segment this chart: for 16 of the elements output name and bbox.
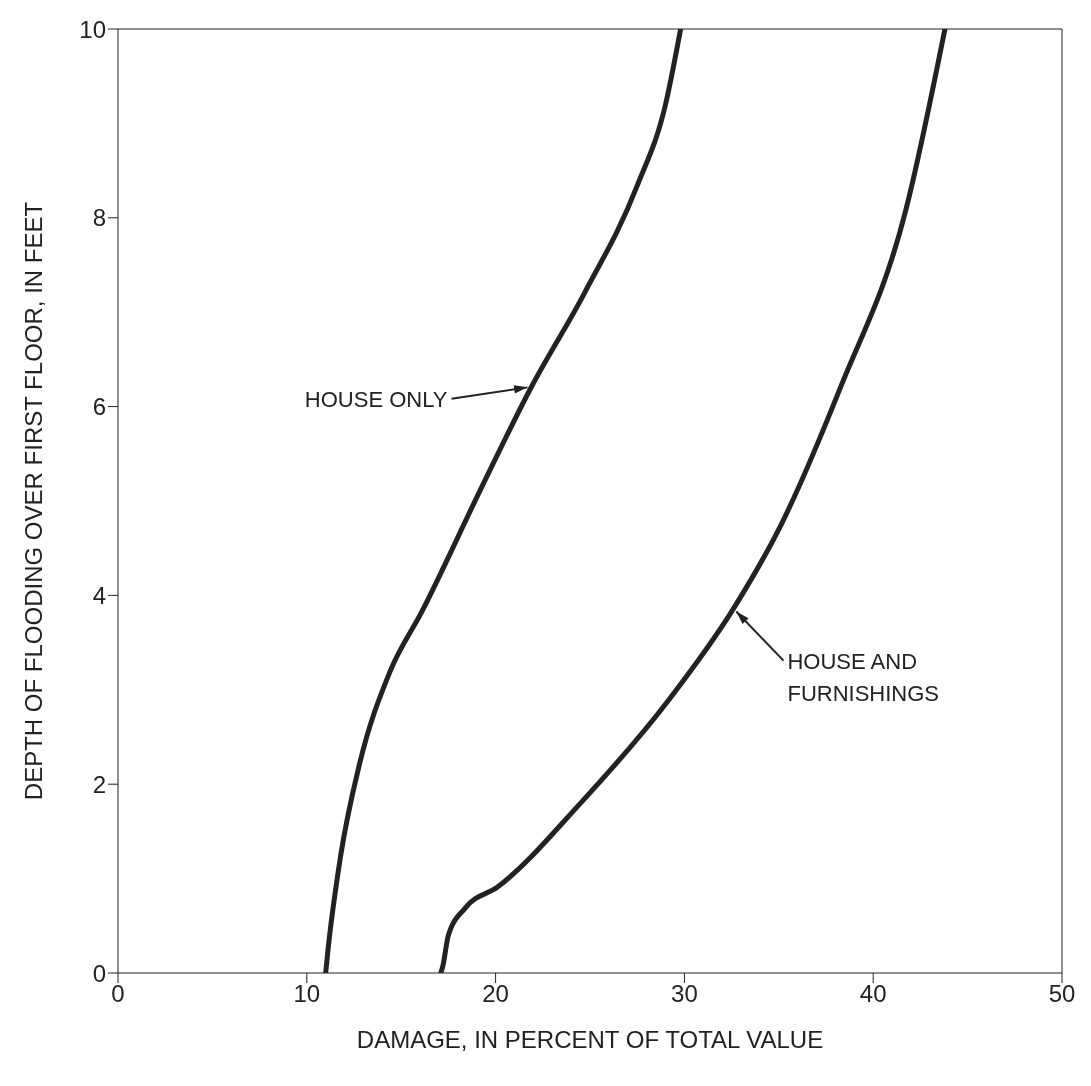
x-axis-title: DAMAGE, IN PERCENT OF TOTAL VALUE [356, 1026, 824, 1053]
y-tick-label: 6 [92, 393, 106, 421]
y-axis-title: DEPTH OF FLOODING OVER FIRST FLOOR, IN FEET [19, 201, 47, 801]
annotation: HOUSE AND FURNISHINGS [787, 648, 940, 706]
x-tick-label: 0 [111, 980, 125, 1008]
y-tick-label: 4 [92, 581, 106, 609]
x-tick-label: 30 [671, 980, 698, 1008]
x-tick-label: 40 [859, 980, 887, 1008]
annotation: HOUSE ONLY [304, 386, 448, 412]
y-tick-label: 10 [79, 15, 106, 43]
y-tick-label: 8 [92, 204, 106, 232]
y-tick-label: 0 [92, 959, 106, 987]
x-tick-label: 20 [482, 980, 509, 1008]
x-tick-label: 10 [293, 980, 321, 1008]
y-tick-label: 2 [92, 770, 106, 798]
x-tick-label: 50 [1048, 980, 1076, 1008]
